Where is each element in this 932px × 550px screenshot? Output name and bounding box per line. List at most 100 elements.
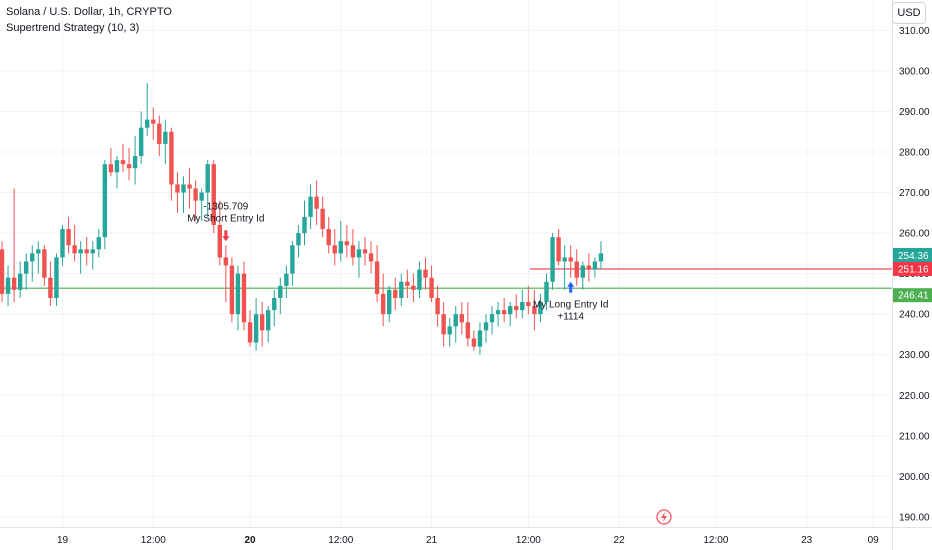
candle-body[interactable] bbox=[54, 257, 59, 298]
candle-body[interactable] bbox=[157, 123, 162, 144]
candle-body[interactable] bbox=[187, 184, 192, 189]
candle-body[interactable] bbox=[0, 249, 5, 294]
candle-body[interactable] bbox=[423, 269, 428, 278]
candle-body[interactable] bbox=[96, 237, 101, 250]
candle-body[interactable] bbox=[495, 310, 501, 315]
candle-body[interactable] bbox=[356, 249, 362, 258]
candle-body[interactable] bbox=[429, 277, 434, 298]
candle-body[interactable] bbox=[126, 164, 132, 169]
candle-body[interactable] bbox=[36, 249, 41, 254]
candle-body[interactable] bbox=[350, 245, 356, 258]
candle-body[interactable] bbox=[30, 253, 35, 262]
candle-body[interactable] bbox=[235, 273, 241, 315]
candle-body[interactable] bbox=[193, 188, 198, 201]
candle-body[interactable] bbox=[501, 310, 507, 315]
candle-body[interactable] bbox=[532, 306, 537, 315]
candle-body[interactable] bbox=[308, 196, 313, 217]
candle-body[interactable] bbox=[405, 281, 410, 286]
candle-body[interactable] bbox=[205, 164, 210, 193]
candle-body[interactable] bbox=[253, 314, 259, 343]
candle-body[interactable] bbox=[132, 156, 138, 169]
candle-body[interactable] bbox=[108, 164, 114, 173]
candle-body[interactable] bbox=[199, 192, 204, 201]
candle-body[interactable] bbox=[471, 338, 477, 347]
candle-body[interactable] bbox=[326, 229, 331, 246]
candle-body[interactable] bbox=[489, 314, 495, 323]
candle-body[interactable] bbox=[344, 241, 350, 246]
candle-body[interactable] bbox=[138, 127, 144, 157]
candle-body[interactable] bbox=[453, 314, 458, 327]
candle-body[interactable] bbox=[66, 229, 71, 246]
candle-body[interactable] bbox=[42, 249, 47, 278]
candle-body[interactable] bbox=[374, 261, 380, 294]
candle-body[interactable] bbox=[568, 257, 573, 262]
candle-body[interactable] bbox=[302, 216, 307, 234]
candle-body[interactable] bbox=[417, 269, 422, 290]
lightning-icon[interactable] bbox=[661, 512, 667, 522]
candle-body[interactable] bbox=[114, 160, 120, 173]
candle-body[interactable] bbox=[314, 196, 319, 209]
candle-body[interactable] bbox=[514, 306, 519, 311]
candle-body[interactable] bbox=[296, 233, 301, 246]
candle-body[interactable] bbox=[72, 245, 77, 254]
candle-body[interactable] bbox=[60, 229, 65, 258]
candle-body[interactable] bbox=[465, 322, 471, 339]
candle-body[interactable] bbox=[259, 314, 265, 331]
symbol-title[interactable]: Solana / U.S. Dollar, 1h, CRYPTO bbox=[6, 6, 172, 18]
candle-body[interactable] bbox=[526, 302, 531, 307]
indicator-title[interactable]: Supertrend Strategy (10, 3) bbox=[6, 22, 140, 34]
candle-body[interactable] bbox=[120, 160, 126, 165]
candle-body[interactable] bbox=[562, 257, 567, 262]
candle-body[interactable] bbox=[284, 273, 289, 286]
candle-body[interactable] bbox=[84, 249, 89, 254]
candle-body[interactable] bbox=[520, 302, 525, 311]
candle-body[interactable] bbox=[550, 237, 555, 282]
candle-body[interactable] bbox=[90, 249, 95, 254]
candle-body[interactable] bbox=[48, 277, 53, 298]
lightning-circle-icon[interactable] bbox=[656, 509, 672, 525]
candle-body[interactable] bbox=[538, 302, 543, 315]
candle-body[interactable] bbox=[169, 131, 174, 185]
currency-button[interactable]: USD bbox=[892, 2, 926, 24]
candle-body[interactable] bbox=[435, 297, 440, 315]
candle-body[interactable] bbox=[586, 265, 592, 270]
candle-body[interactable] bbox=[17, 273, 23, 290]
candle-body[interactable] bbox=[411, 285, 416, 290]
candle-body[interactable] bbox=[163, 131, 168, 144]
candle-body[interactable] bbox=[459, 314, 464, 323]
candle-body[interactable] bbox=[102, 164, 108, 238]
candle-body[interactable] bbox=[362, 249, 368, 254]
candle-body[interactable] bbox=[78, 249, 83, 254]
candle-body[interactable] bbox=[556, 237, 561, 262]
candle-body[interactable] bbox=[181, 184, 186, 193]
candle-body[interactable] bbox=[508, 306, 513, 315]
candle-body[interactable] bbox=[5, 277, 11, 294]
candle-body[interactable] bbox=[399, 281, 404, 298]
candle-body[interactable] bbox=[278, 285, 283, 298]
candle-body[interactable] bbox=[387, 289, 392, 315]
candle-body[interactable] bbox=[441, 314, 446, 335]
candle-body[interactable] bbox=[223, 257, 229, 266]
candle-body[interactable] bbox=[175, 184, 180, 193]
candle-body[interactable] bbox=[241, 273, 247, 323]
candle-body[interactable] bbox=[11, 277, 17, 290]
candle-body[interactable] bbox=[598, 253, 604, 262]
candle-body[interactable] bbox=[477, 330, 483, 347]
candle-body[interactable] bbox=[290, 245, 295, 274]
candle-body[interactable] bbox=[211, 164, 216, 225]
candle-body[interactable] bbox=[447, 326, 452, 335]
candle-body[interactable] bbox=[580, 265, 585, 278]
candle-body[interactable] bbox=[266, 310, 271, 331]
candle-body[interactable] bbox=[592, 261, 598, 270]
candle-body[interactable] bbox=[320, 208, 325, 230]
candle-body[interactable] bbox=[24, 261, 29, 274]
candle-body[interactable] bbox=[338, 241, 343, 254]
candle-body[interactable] bbox=[368, 253, 374, 262]
candle-body[interactable] bbox=[544, 281, 549, 303]
candle-body[interactable] bbox=[380, 293, 386, 315]
candle-body[interactable] bbox=[229, 265, 235, 315]
candle-body[interactable] bbox=[151, 119, 156, 124]
candle-body[interactable] bbox=[145, 119, 150, 128]
candle-body[interactable] bbox=[247, 322, 253, 343]
